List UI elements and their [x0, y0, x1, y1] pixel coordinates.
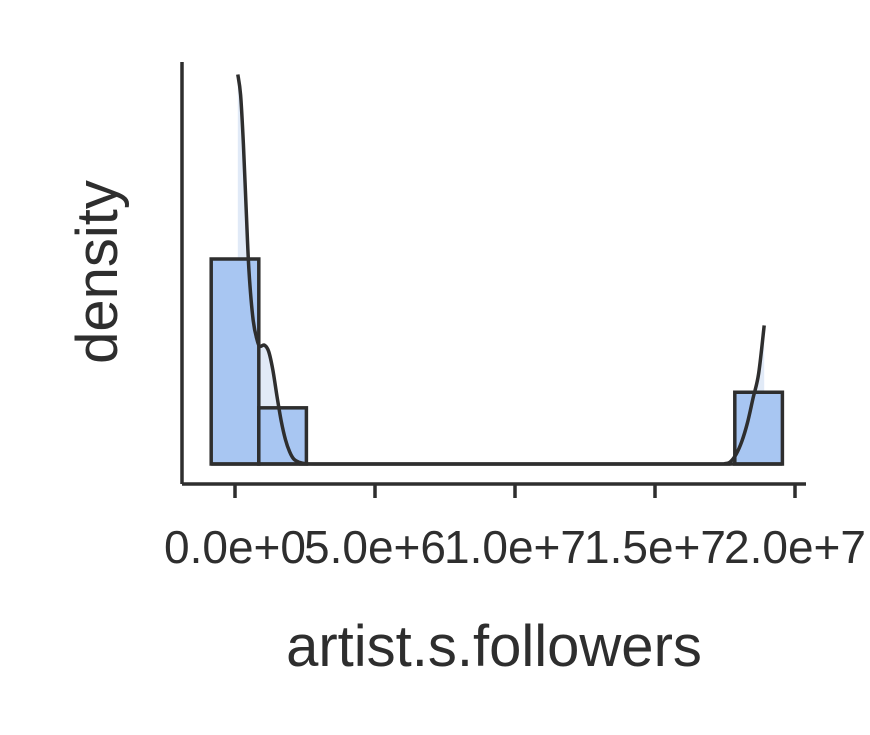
- x-axis-title: artist.s.followers: [286, 614, 702, 679]
- x-tick-label-4: 1.5e+7: [584, 521, 726, 573]
- histogram-bar-3: [733, 390, 785, 466]
- x-tick-label-2: 5.0e+6: [304, 521, 446, 573]
- x-tick-label-3: 1.0e+7: [444, 521, 586, 573]
- kde-area: [237, 74, 765, 464]
- x-ticks: 0.0e+05.0e+61.0e+71.5e+72.0e+7: [164, 484, 866, 573]
- y-axis-title: density: [65, 180, 130, 364]
- histogram-bar-2: [257, 406, 309, 466]
- kde-curve: [236, 74, 766, 466]
- x-tick-label-1: 0.0e+0: [164, 521, 306, 573]
- kde-line-layer: [236, 74, 766, 466]
- x-tick-label-5: 2.0e+7: [724, 521, 866, 573]
- histogram-bars: [209, 257, 785, 466]
- kde-fill-layer: [237, 74, 765, 464]
